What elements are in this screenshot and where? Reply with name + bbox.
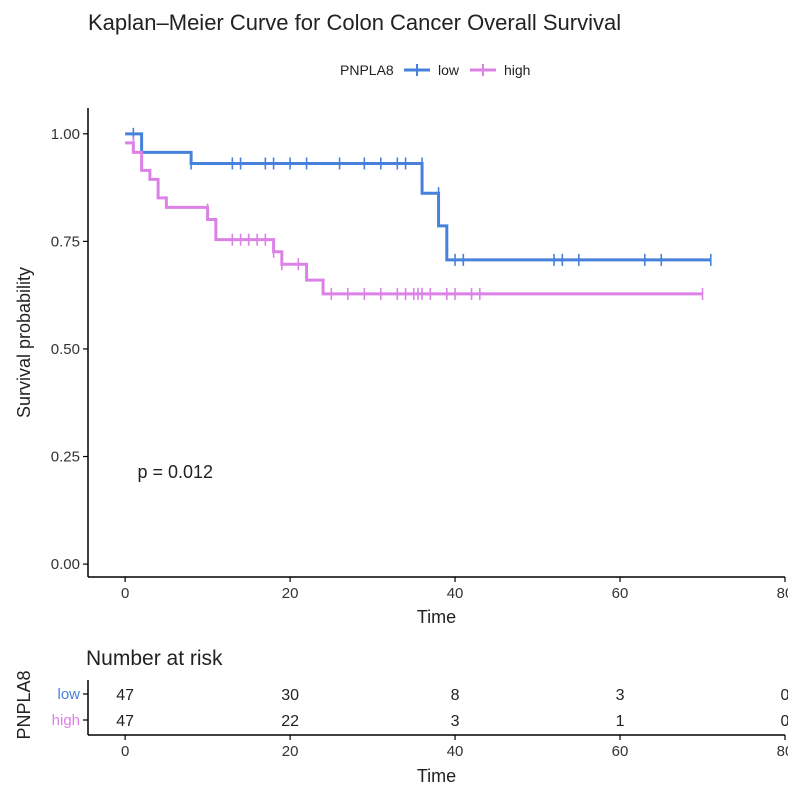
x-tick-label: 0 <box>121 585 129 602</box>
annotations: p = 0.012 <box>137 462 213 482</box>
y-tick-label: 0.00 <box>51 556 80 573</box>
risk-row-label-high: high <box>52 712 80 729</box>
legend-label-low: low <box>438 62 460 78</box>
risk-count-low: 30 <box>281 687 299 704</box>
x-tick-label: 20 <box>282 585 299 602</box>
y-tick-label: 0.75 <box>51 233 80 250</box>
y-tick-label: 1.00 <box>51 126 80 143</box>
risk-count-high: 3 <box>451 713 460 730</box>
survival-curve-low <box>125 132 711 262</box>
risk-table-y-label: PNPLA8 <box>14 670 34 739</box>
x-tick-label: 40 <box>447 585 464 602</box>
risk-table-title: Number at risk <box>86 647 223 670</box>
risk-count-low: 3 <box>616 687 625 704</box>
risk-count-low: 0 <box>781 687 788 704</box>
risk-x-tick-label: 0 <box>121 743 129 760</box>
survival-curve-high <box>125 141 703 296</box>
legend-label-high: high <box>504 62 530 78</box>
risk-count-low: 47 <box>116 687 134 704</box>
risk-count-high: 47 <box>116 713 134 730</box>
p-value-annotation: p = 0.012 <box>137 462 213 482</box>
main-plot-axes: 0.00 0.25 0.50 0.75 1.00 0 20 40 60 80 Time Surviva… <box>14 108 788 627</box>
x-tick-label: 80 <box>777 585 788 602</box>
chart-title-group: Kaplan–Meier Curve for Colon Cancer Over… <box>88 10 621 35</box>
y-tick-label: 0.50 <box>51 341 80 358</box>
risk-x-tick-label: 80 <box>777 743 788 760</box>
survival-curves <box>125 127 712 300</box>
x-axis-label: Time <box>417 607 456 627</box>
risk-row-label-low: low <box>57 686 80 703</box>
risk-count-high: 0 <box>781 713 788 730</box>
risk-x-tick-label: 40 <box>447 743 464 760</box>
y-axis-label: Survival probability <box>14 267 34 418</box>
risk-x-tick-label: 20 <box>282 743 299 760</box>
risk-count-low: 8 <box>451 687 460 704</box>
legend-title: PNPLA8 <box>340 62 394 78</box>
risk-x-tick-label: 60 <box>612 743 629 760</box>
risk-count-high: 22 <box>281 713 299 730</box>
y-tick-label: 0.25 <box>51 449 80 466</box>
risk-x-axis-label: Time <box>417 766 456 786</box>
risk-count-high: 1 <box>616 713 625 730</box>
x-tick-label: 60 <box>612 585 629 602</box>
chart-title: Kaplan–Meier Curve for Colon Cancer Over… <box>88 10 621 35</box>
legend: PNPLA8 low high <box>340 62 530 78</box>
